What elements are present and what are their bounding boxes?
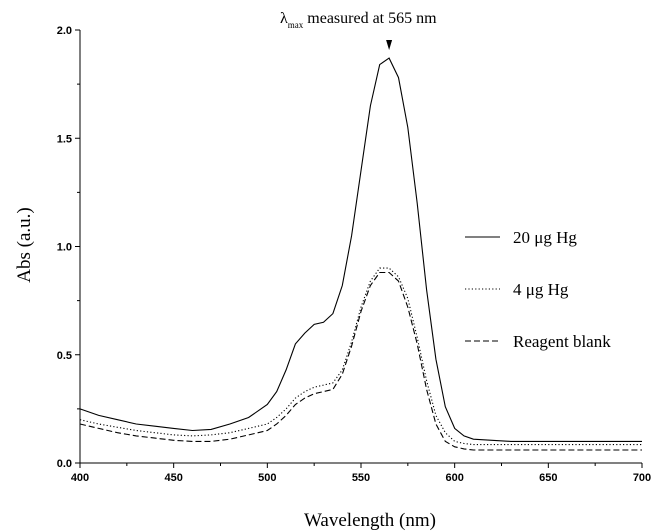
y-tick-label: 1.5	[57, 133, 72, 145]
annotation-arrow	[386, 40, 393, 50]
series-lines	[79, 57, 642, 451]
series-line-dotted	[79, 267, 642, 446]
x-tick-label: 650	[539, 472, 557, 484]
x-axis-title: Wavelength (nm)	[304, 510, 436, 531]
x-tick-label: 550	[352, 472, 370, 484]
y-tick-label: 0.0	[57, 458, 72, 470]
legend: 20 μg Hg 4 μg Hg Reagent blank	[465, 228, 611, 351]
lambda-max-annotation: λmax measured at 565 nm	[280, 10, 437, 50]
annotation-text: λmax measured at 565 nm	[280, 10, 437, 30]
x-tick-label: 400	[71, 472, 89, 484]
x-tick-label: 450	[164, 472, 182, 484]
y-tick-label: 2.0	[57, 25, 72, 37]
axis-ticks: 400 450 500 550 600 650 700 0.0 0.5 1.0 1.5 2.0	[57, 25, 651, 484]
legend-label: Reagent blank	[513, 332, 611, 351]
x-tick-label: 500	[258, 472, 276, 484]
y-tick-label: 1.0	[57, 242, 72, 254]
x-tick-label: 600	[445, 472, 463, 484]
legend-label: 4 μg Hg	[513, 280, 569, 299]
y-tick-label: 0.5	[57, 350, 72, 362]
x-tick-label: 700	[633, 472, 651, 484]
legend-label: 20 μg Hg	[513, 228, 577, 247]
y-axis-title: Abs (a.u.)	[14, 207, 35, 282]
series-line-dashed	[79, 271, 642, 451]
series-line-solid	[79, 57, 642, 442]
